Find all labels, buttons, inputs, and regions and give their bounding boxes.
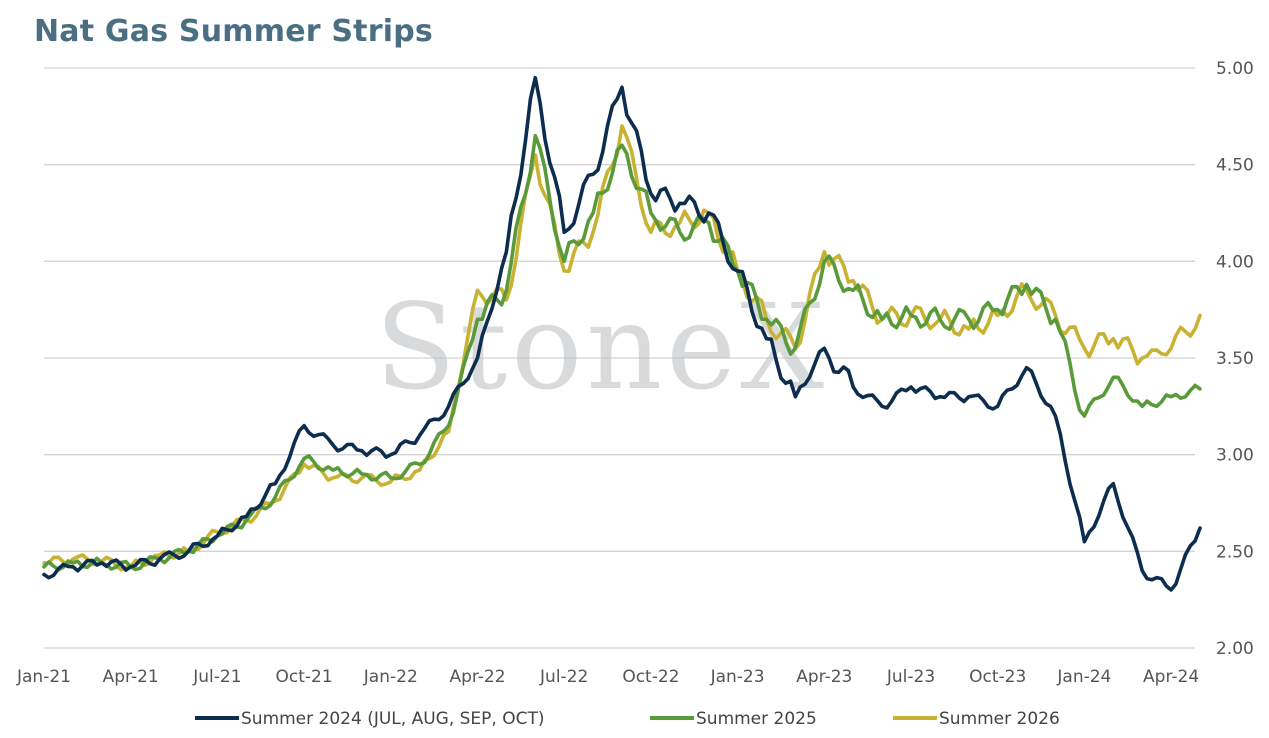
legend-label: Summer 2024 (JUL, AUG, SEP, OCT) — [241, 709, 545, 729]
series-line-3 — [42, 124, 1202, 572]
legend-label: Summer 2026 — [939, 709, 1060, 729]
gridlines — [44, 67, 1195, 649]
y-tick-label: 2.00 — [1216, 639, 1254, 659]
y-tick-label: 4.50 — [1216, 156, 1254, 176]
x-tick-label: Jan-21 — [16, 667, 71, 687]
legend: Summer 2024 (JUL, AUG, SEP, OCT) Summer 2… — [195, 709, 1060, 729]
x-axis-labels: Jan-21 Apr-21 Jul-21 Oct-21 Jan-22 Apr-22 Jul-… — [16, 667, 1199, 687]
x-tick-label: Apr-23 — [796, 667, 852, 687]
chart-title: Nat Gas Summer Strips — [34, 14, 433, 49]
y-tick-label: 3.00 — [1216, 446, 1254, 466]
y-axis-labels: 2.00 2.50 3.00 3.50 4.00 4.50 5.00 — [1216, 59, 1254, 659]
x-tick-label: Oct-22 — [622, 667, 679, 687]
x-tick-label: Apr-24 — [1143, 667, 1199, 687]
x-tick-label: Jul-21 — [192, 667, 241, 687]
x-tick-label: Jan-24 — [1056, 667, 1111, 687]
x-tick-label: Jul-23 — [886, 667, 935, 687]
x-tick-label: Oct-23 — [969, 667, 1026, 687]
series-line-1 — [42, 75, 1202, 592]
y-tick-label: 3.50 — [1216, 349, 1254, 369]
legend-label: Summer 2025 — [696, 709, 817, 729]
x-tick-label: Oct-21 — [276, 667, 333, 687]
x-tick-label: Apr-22 — [449, 667, 505, 687]
y-tick-label: 2.50 — [1216, 542, 1254, 562]
x-tick-label: Jan-22 — [363, 667, 418, 687]
series-lines — [42, 75, 1202, 592]
x-tick-label: Apr-21 — [103, 667, 159, 687]
y-tick-label: 4.00 — [1216, 252, 1254, 272]
y-tick-label: 5.00 — [1216, 59, 1254, 79]
x-tick-label: Jan-23 — [710, 667, 765, 687]
x-tick-label: Jul-22 — [539, 667, 588, 687]
